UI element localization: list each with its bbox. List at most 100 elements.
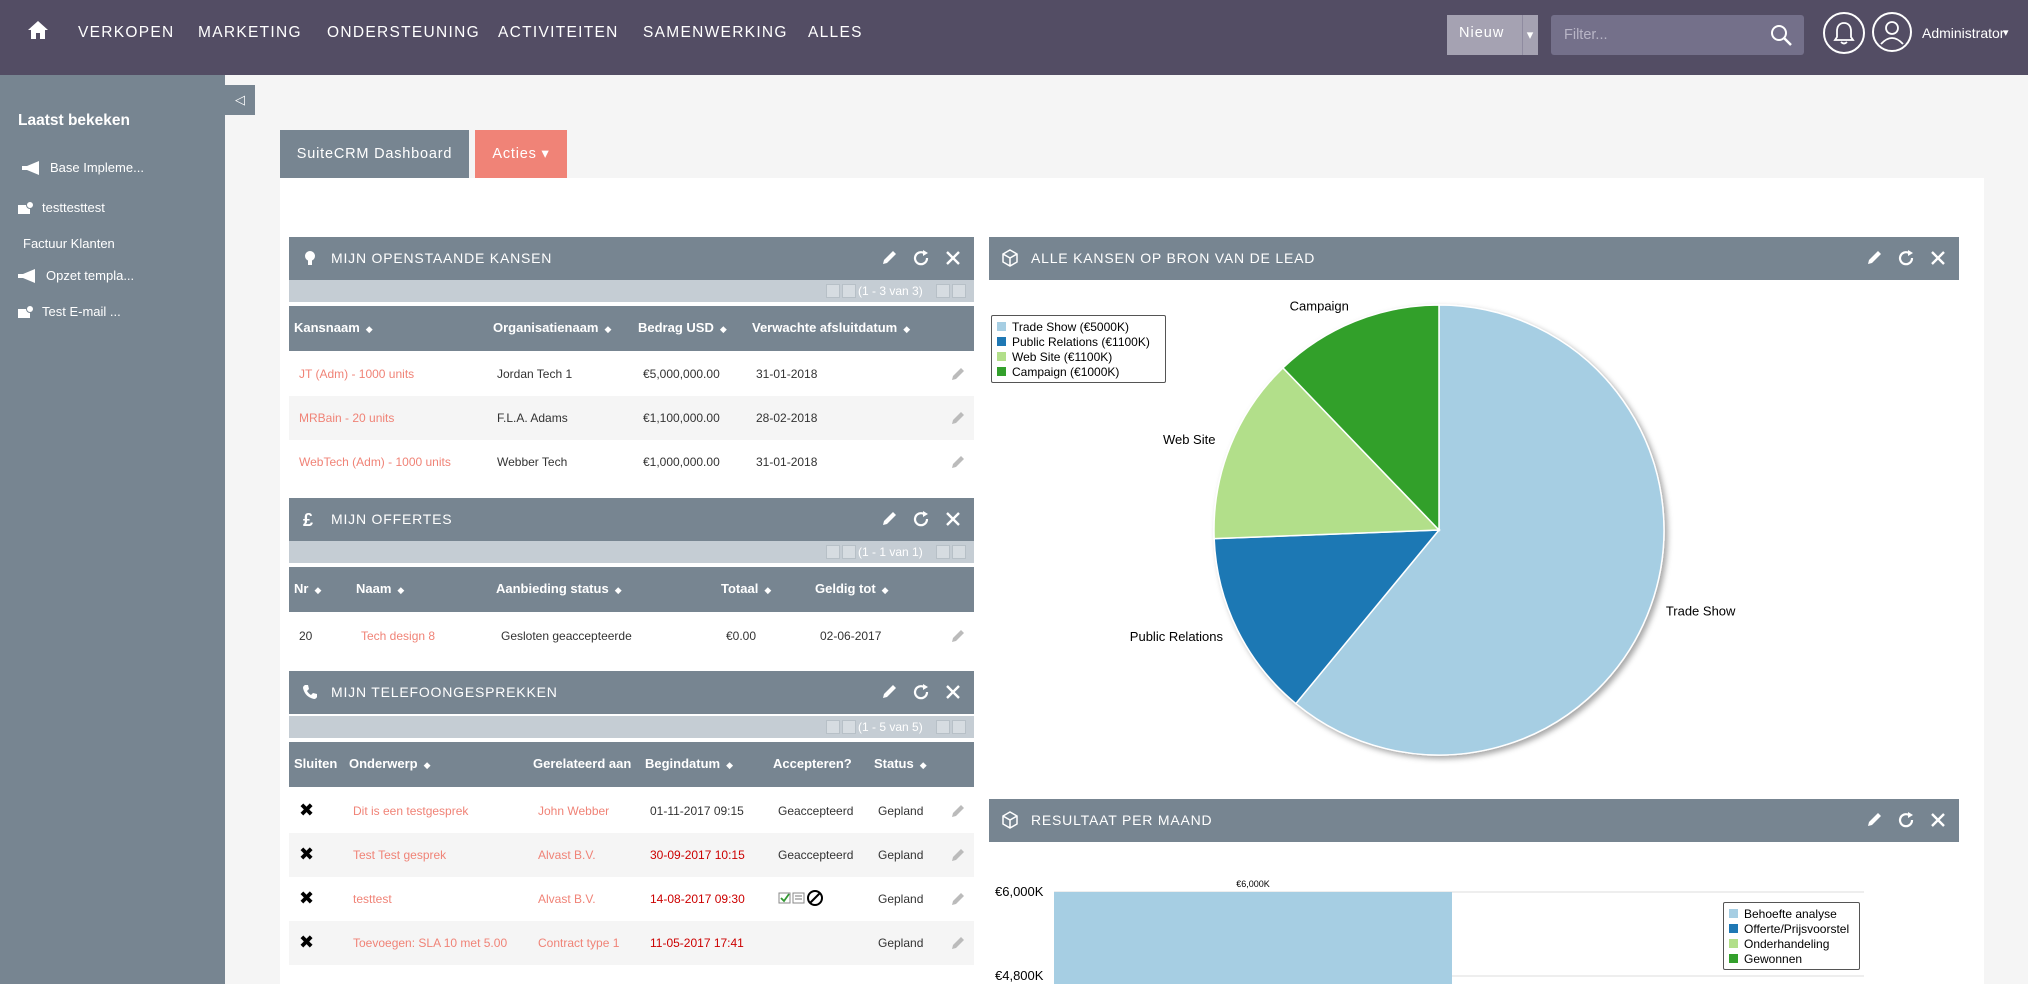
related-link[interactable]: Alvast B.V. xyxy=(538,848,596,862)
pie-slice-public-relations[interactable] xyxy=(1213,529,1441,705)
column-header-totaal[interactable]: Totaal ◆ xyxy=(721,581,772,596)
close-icon[interactable] xyxy=(1929,811,1947,829)
column-header-naam[interactable]: Naam ◆ xyxy=(356,581,405,596)
previous-page-button[interactable] xyxy=(842,284,856,298)
edit-icon[interactable] xyxy=(1865,811,1883,829)
close-icon[interactable] xyxy=(944,249,962,267)
close-call-icon[interactable]: ✖ xyxy=(299,932,315,952)
column-header-begindatum[interactable]: Begindatum ◆ xyxy=(645,756,734,771)
close-call-icon[interactable]: ✖ xyxy=(299,888,315,908)
dashlet-header-offertes[interactable]: £ MIJN OFFERTES xyxy=(289,498,974,541)
dashlet-header-bron-lead[interactable]: ALLE KANSEN OP BRON VAN DE LEAD xyxy=(989,237,1959,280)
close-call-icon[interactable]: ✖ xyxy=(299,844,315,864)
new-button[interactable]: Nieuw ▾ xyxy=(1447,15,1538,55)
last-page-button[interactable] xyxy=(952,545,966,559)
first-page-button[interactable] xyxy=(826,284,840,298)
refresh-icon[interactable] xyxy=(1897,249,1915,267)
call-status: Gepland xyxy=(878,936,924,950)
close-call-icon[interactable]: ✖ xyxy=(299,800,315,820)
column-header-status[interactable]: Aanbieding status ◆ xyxy=(496,581,622,596)
refresh-icon[interactable] xyxy=(912,249,930,267)
sidebar-item-testtesttest[interactable]: testtesttest xyxy=(18,200,105,215)
dashlet-title: RESULTAAT PER MAAND xyxy=(1031,812,1213,828)
opportunity-link[interactable]: WebTech (Adm) - 1000 units xyxy=(299,455,451,469)
column-header-afsluitdatum[interactable]: Verwachte afsluitdatum ◆ xyxy=(752,320,911,335)
dashlet-header-resultaat[interactable]: RESULTAAT PER MAAND xyxy=(989,799,1959,842)
next-page-button[interactable] xyxy=(936,720,950,734)
refresh-icon[interactable] xyxy=(912,683,930,701)
new-dropdown-caret[interactable]: ▾ xyxy=(1522,15,1538,55)
edit-icon[interactable] xyxy=(880,683,898,701)
column-header-bedrag[interactable]: Bedrag USD ◆ xyxy=(638,320,727,335)
edit-icon[interactable] xyxy=(880,510,898,528)
column-header-status[interactable]: Status ◆ xyxy=(874,756,927,771)
column-header-onderwerp[interactable]: Onderwerp ◆ xyxy=(349,756,431,771)
refresh-icon[interactable] xyxy=(1897,811,1915,829)
dashlet-header-telefoongesprekken[interactable]: MIJN TELEFOONGESPREKKEN xyxy=(289,671,974,714)
home-icon[interactable] xyxy=(24,16,52,44)
related-link[interactable]: John Webber xyxy=(538,804,610,818)
related-link[interactable]: Alvast B.V. xyxy=(538,892,596,906)
call-subject-link[interactable]: Dit is een testgesprek xyxy=(353,804,469,818)
pie-slice-trade-show[interactable] xyxy=(1294,304,1665,756)
nav-activiteiten[interactable]: ACTIVITEITEN xyxy=(498,24,619,41)
filter-input[interactable] xyxy=(1551,15,1761,55)
next-page-button[interactable] xyxy=(936,284,950,298)
edit-icon[interactable] xyxy=(880,249,898,267)
actions-dropdown-button[interactable]: Acties ▾ xyxy=(475,130,567,178)
edit-row-icon[interactable] xyxy=(950,935,966,951)
column-header-kansnaam[interactable]: Kansnaam ◆ xyxy=(294,320,373,335)
nav-alles[interactable]: ALLES xyxy=(808,24,863,41)
previous-page-button[interactable] xyxy=(842,720,856,734)
user-menu-caret[interactable]: ▾ xyxy=(2003,27,2009,39)
column-header-geldig-tot[interactable]: Geldig tot ◆ xyxy=(815,581,889,596)
pie-slice-campaign[interactable] xyxy=(1281,304,1440,532)
edit-row-icon[interactable] xyxy=(950,628,966,644)
close-icon[interactable] xyxy=(944,683,962,701)
nav-samenwerking[interactable]: SAMENWERKING xyxy=(643,24,788,41)
nav-ondersteuning[interactable]: ONDERSTEUNING xyxy=(327,24,480,41)
dashlet-header-kansen[interactable]: MIJN OPENSTAANDE KANSEN xyxy=(289,237,974,280)
first-page-button[interactable] xyxy=(826,720,840,734)
previous-page-button[interactable] xyxy=(842,545,856,559)
sidebar-collapse-button[interactable]: ◁ xyxy=(225,85,255,115)
user-avatar-icon[interactable] xyxy=(1872,12,1912,52)
edit-row-icon[interactable] xyxy=(950,366,966,382)
edit-row-icon[interactable] xyxy=(950,803,966,819)
last-page-button[interactable] xyxy=(952,720,966,734)
quote-link[interactable]: Tech design 8 xyxy=(361,629,436,643)
related-link[interactable]: Contract type 1 xyxy=(538,936,620,950)
notifications-bell-icon[interactable] xyxy=(1823,12,1865,54)
nav-verkopen[interactable]: VERKOPEN xyxy=(78,24,175,41)
user-name[interactable]: Administrator xyxy=(1922,25,2005,41)
call-start-date: 14-08-2017 09:30 xyxy=(650,892,745,906)
sidebar-item-test-email[interactable]: Test E-mail ... xyxy=(18,304,121,319)
tab-suitecrm-dashboard[interactable]: SuiteCRM Dashboard xyxy=(280,130,469,178)
edit-row-icon[interactable] xyxy=(950,847,966,863)
close-icon[interactable] xyxy=(1929,249,1947,267)
sidebar-item-base-implementation[interactable]: Base Impleme... xyxy=(20,160,144,175)
sidebar-item-opzet-template[interactable]: Opzet templa... xyxy=(16,268,134,283)
close-icon[interactable] xyxy=(944,510,962,528)
pie-slice-web-site[interactable] xyxy=(1213,366,1441,540)
opportunity-link[interactable]: MRBain - 20 units xyxy=(299,411,395,425)
call-subject-link[interactable]: Test Test gesprek xyxy=(353,848,447,862)
call-subject-link[interactable]: testtest xyxy=(353,892,392,906)
column-header-organisatienaam[interactable]: Organisatienaam ◆ xyxy=(493,320,612,335)
nav-marketing[interactable]: MARKETING xyxy=(198,24,302,41)
edit-row-icon[interactable] xyxy=(950,410,966,426)
accept-status: Geaccepteerd xyxy=(778,804,854,818)
sidebar-item-label: testtesttest xyxy=(42,200,105,215)
edit-row-icon[interactable] xyxy=(950,454,966,470)
first-page-button[interactable] xyxy=(826,545,840,559)
opportunity-link[interactable]: JT (Adm) - 1000 units xyxy=(299,367,415,381)
search-icon[interactable] xyxy=(1770,24,1792,46)
edit-row-icon[interactable] xyxy=(950,891,966,907)
sidebar-item-factuur-klanten[interactable]: Factuur Klanten xyxy=(23,236,115,251)
column-header-nr[interactable]: Nr ◆ xyxy=(294,581,322,596)
refresh-icon[interactable] xyxy=(912,510,930,528)
last-page-button[interactable] xyxy=(952,284,966,298)
next-page-button[interactable] xyxy=(936,545,950,559)
call-subject-link[interactable]: Toevoegen: SLA 10 met 5.00 xyxy=(353,936,508,950)
edit-icon[interactable] xyxy=(1865,249,1883,267)
